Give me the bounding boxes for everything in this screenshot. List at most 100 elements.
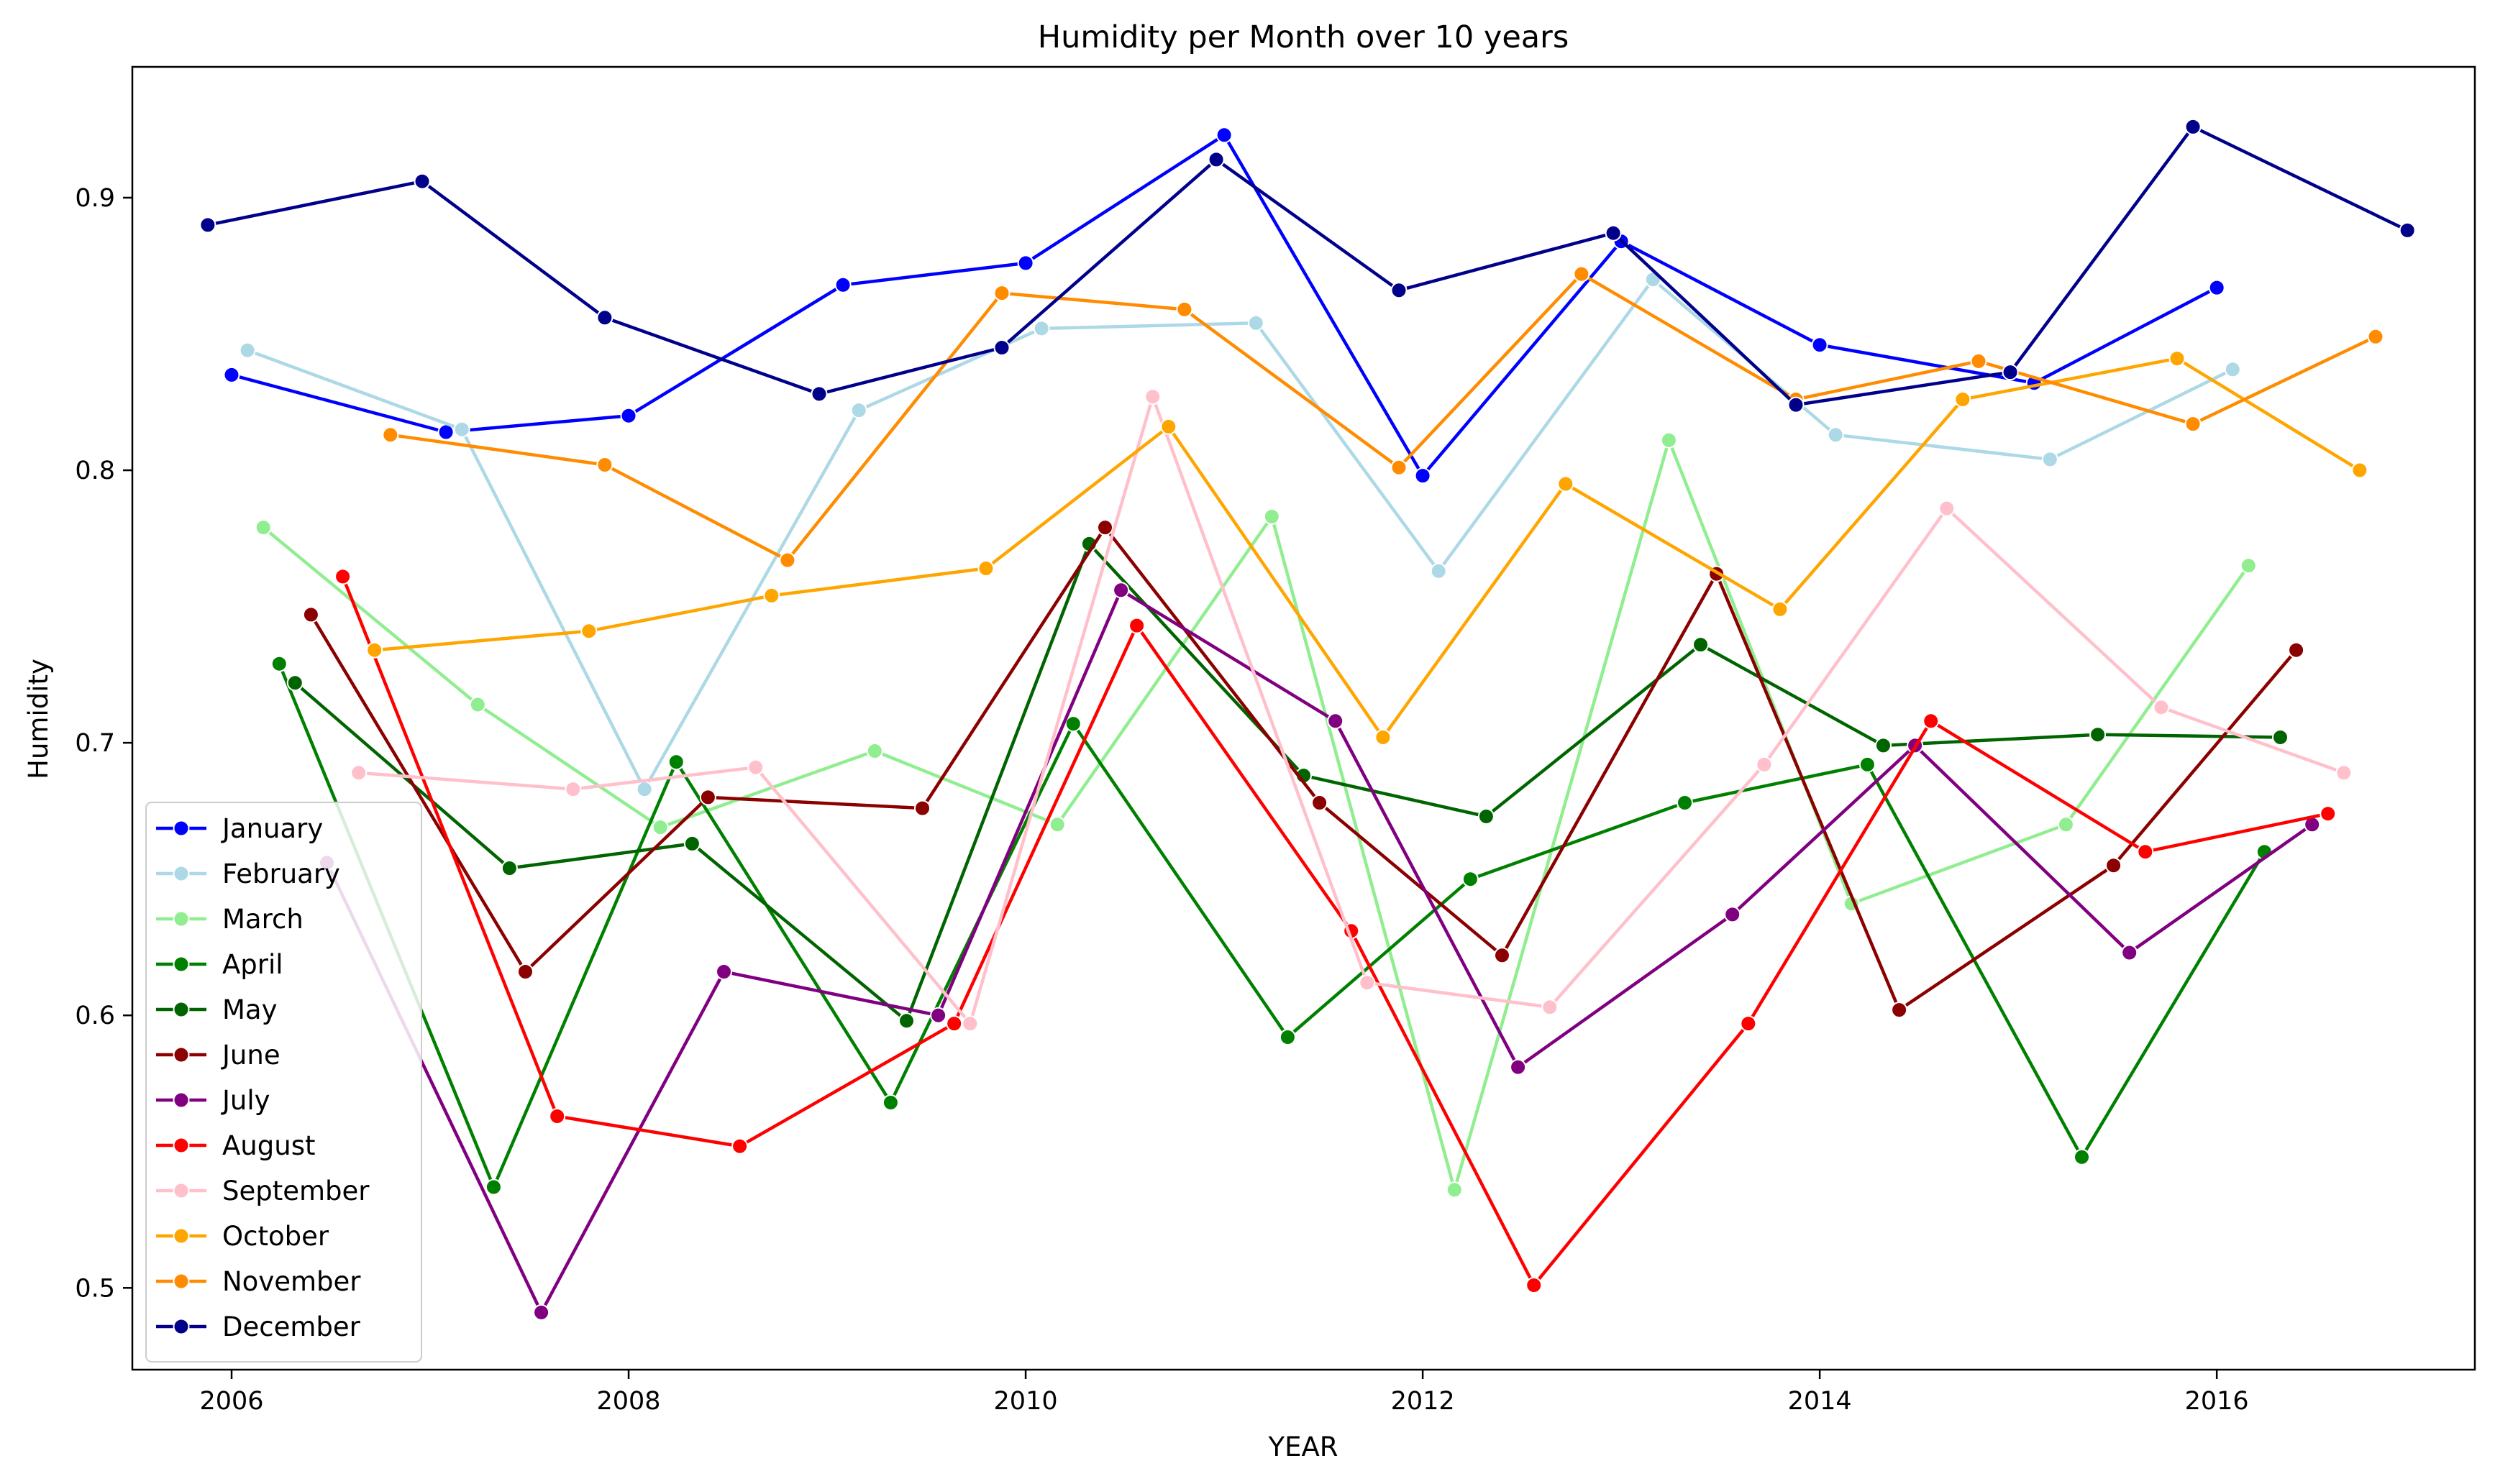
data-point xyxy=(1144,388,1162,406)
data-point xyxy=(414,173,431,190)
legend-swatch-marker xyxy=(173,956,190,973)
data-point xyxy=(699,789,716,806)
series-june xyxy=(302,519,2305,1019)
series-december xyxy=(199,118,2416,413)
data-point xyxy=(866,743,883,759)
legend-label: August xyxy=(222,1130,315,1161)
legend-swatch-marker xyxy=(173,1091,190,1109)
legend-swatch-marker xyxy=(173,1182,190,1199)
data-point xyxy=(1430,562,1447,580)
data-point xyxy=(898,1012,915,1030)
data-point xyxy=(255,519,272,536)
data-point xyxy=(1033,320,1050,337)
data-point xyxy=(850,402,867,419)
legend-label: June xyxy=(221,1040,280,1071)
x-tick-label: 2016 xyxy=(2185,1387,2249,1416)
y-axis-title: Humidity xyxy=(23,659,54,779)
series-line-july xyxy=(325,588,2313,1314)
series-line-august xyxy=(341,576,2329,1287)
legend-item-march: March xyxy=(156,904,304,935)
legend-item-july: July xyxy=(156,1085,270,1116)
data-point xyxy=(1740,1015,1757,1032)
data-point xyxy=(993,339,1011,356)
data-point xyxy=(1160,418,1177,435)
data-point xyxy=(2288,641,2305,659)
data-point xyxy=(1477,808,1495,825)
legend-label: January xyxy=(221,813,323,844)
y-tick-label: 0.7 xyxy=(75,729,115,758)
data-point xyxy=(1891,1002,1908,1019)
data-point xyxy=(763,587,780,604)
legend-item-may: May xyxy=(156,994,278,1025)
data-point xyxy=(914,800,931,817)
data-point xyxy=(2002,364,2019,381)
legend-item-december: December xyxy=(156,1311,361,1342)
data-point xyxy=(596,457,614,473)
data-point xyxy=(565,781,582,798)
data-point xyxy=(1771,600,1789,618)
data-point xyxy=(2399,221,2416,239)
legend-swatch-marker xyxy=(173,1046,190,1063)
data-point xyxy=(1049,816,1066,833)
data-point xyxy=(286,674,304,692)
y-tick-label: 0.5 xyxy=(75,1274,115,1303)
data-point xyxy=(223,366,240,383)
data-point xyxy=(2272,729,2289,746)
data-point xyxy=(962,1015,979,1032)
data-point xyxy=(2137,843,2154,861)
data-point xyxy=(1263,508,1280,525)
data-point xyxy=(334,568,352,585)
data-point xyxy=(1922,713,1940,730)
data-point xyxy=(2041,451,2058,468)
legend: January February March April May June July Augu… xyxy=(145,802,422,1362)
x-axis: 2006 2008 2010 2012 2014 2016 xyxy=(199,1370,2249,1416)
legend-item-october: October xyxy=(156,1221,329,1252)
data-point xyxy=(501,860,518,876)
series-line-october xyxy=(374,357,2361,739)
data-point xyxy=(1510,1058,1527,1076)
data-point xyxy=(2168,350,2186,367)
data-point xyxy=(716,963,732,980)
series-line-december xyxy=(207,125,2409,407)
legend-swatch-marker xyxy=(173,1227,190,1245)
x-tick-label: 2010 xyxy=(994,1387,1058,1416)
data-point xyxy=(1327,713,1344,730)
data-point xyxy=(1827,426,1844,444)
legend-item-june: June xyxy=(156,1040,280,1071)
data-point xyxy=(2351,462,2368,479)
series-february xyxy=(239,271,2241,798)
data-point xyxy=(2184,118,2202,135)
data-point xyxy=(2074,1148,2090,1165)
x-axis-title: YEAR xyxy=(1268,1432,1338,1462)
data-point xyxy=(683,835,701,852)
legend-item-november: November xyxy=(156,1266,361,1297)
data-point xyxy=(1311,794,1328,811)
data-point xyxy=(731,1137,749,1155)
data-point xyxy=(2121,944,2138,961)
data-point xyxy=(930,1007,947,1024)
x-tick-label: 2014 xyxy=(1788,1387,1852,1416)
data-point xyxy=(453,421,470,438)
data-point xyxy=(366,641,383,659)
series-april xyxy=(270,655,2273,1196)
data-point xyxy=(517,963,534,980)
data-point xyxy=(811,385,828,403)
series-layer xyxy=(199,118,2416,1321)
data-point xyxy=(1279,1029,1296,1045)
legend-label: May xyxy=(222,994,278,1025)
data-point xyxy=(652,819,669,836)
legend-label: December xyxy=(222,1311,361,1342)
legend-item-april: April xyxy=(156,949,283,980)
data-point xyxy=(1692,636,1709,654)
data-point xyxy=(1374,729,1392,746)
data-point xyxy=(1113,582,1130,599)
legend-item-september: September xyxy=(156,1176,370,1206)
data-point xyxy=(1446,1181,1463,1199)
y-tick-label: 0.8 xyxy=(75,457,115,485)
data-point xyxy=(469,696,486,713)
x-tick-label: 2008 xyxy=(597,1387,661,1416)
legend-swatch-marker xyxy=(173,910,190,927)
x-tick-label: 2006 xyxy=(199,1387,263,1416)
data-point xyxy=(1097,519,1113,536)
